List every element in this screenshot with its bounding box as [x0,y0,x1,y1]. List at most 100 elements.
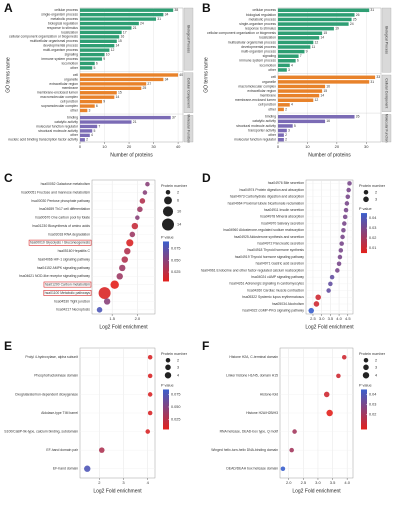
value-label: 6 [96,104,98,108]
panel-letter: A [4,1,13,15]
bubble [329,274,335,280]
bar [80,61,95,66]
bar [80,99,103,104]
bubble [347,181,352,186]
size-legend-label: 6 [177,198,179,202]
color-legend-title: P value [359,207,372,211]
bar [80,66,93,70]
bubble [98,287,111,300]
color-bar-label: 0.01 [369,246,376,250]
x-tick-label: 20 [127,144,132,149]
color-bar-label: 0.04 [369,216,376,220]
y-tick-label: hsa05160 Hepatitis C [58,249,91,253]
value-label: 3 [288,68,290,72]
x-tick-label: 2.0 [135,316,141,321]
bubble [116,273,123,280]
y-tick-label: hsa04960 Aldosterone-regulated sodium re… [223,228,304,232]
y-tick-label: supramolecular complex [41,104,78,108]
x-tick-label: 2.5 [301,480,307,485]
y-tick-label: hsa04911 Insulin secretion [264,208,304,212]
value-label: 15 [118,91,122,95]
group-strip [381,114,392,143]
x-tick-label: 20 [335,144,340,149]
x-tick-label: 4 [147,480,150,485]
value-label: 31 [157,17,161,21]
bubble [341,355,347,360]
bubble [308,307,314,314]
size-legend-marker [162,206,174,217]
value-label: 3 [288,128,290,132]
bubble [315,294,321,301]
group-label: Cellular Component [385,78,389,108]
value-label: 15 [323,89,327,93]
bar [80,57,103,61]
value-label: 14 [116,95,120,99]
bubble [99,447,105,453]
bar [80,52,105,57]
y-tick-label: hsa01230 Biosynthesis of amino acids [32,224,90,228]
y-tick-label: multi-organism process [241,49,276,53]
x-axis-title: Log2 Fold enrichment [93,488,142,494]
bubble [147,373,153,379]
bar [80,8,174,12]
panel-letter: B [202,1,211,15]
bubble [344,201,350,206]
bubble [147,355,153,360]
bubble [341,227,346,233]
size-legend-marker [164,372,172,379]
y-tick-label: Histone H2A/H2B/H3 [246,411,278,415]
panel-letter: C [4,171,13,185]
panel-letter: D [202,171,211,185]
value-label: 40 [179,73,183,77]
size-legend-marker [164,196,172,205]
y-tick-label: catalytic activity [54,120,78,124]
x-tick-label: 30 [364,144,369,149]
bubble [96,307,103,313]
y-tick-label: Phosphofructokinase domain [34,374,78,378]
size-legend-label: 2 [177,190,179,194]
x-tick-label: 2 [98,480,101,485]
value-label: 37 [172,115,176,119]
y-tick-label: molecular function regulator [234,138,277,142]
group-strip [381,74,392,112]
bar [80,120,132,124]
size-legend-label: 3 [375,197,377,201]
x-tick-label: 4.0 [344,480,350,485]
x-tick-label: 4.0 [336,316,342,321]
y-tick-label: cell junction [60,100,78,104]
x-tick-label: 10 [102,144,107,149]
y-tick-label: binding [67,115,78,119]
value-label: 7 [300,54,302,58]
bubble [342,221,347,226]
size-legend-label: 3 [375,365,377,369]
size-legend-label: 3 [177,365,179,369]
value-label: 19 [335,27,339,31]
x-tick-label: 10 [305,144,310,149]
bar [80,104,95,108]
bubble [147,410,153,416]
bubble [335,268,340,273]
value-label: 5 [93,66,95,70]
bar [278,89,323,93]
y-tick-label: hsa04971 Gastric acid secretion [256,262,305,266]
y-tick-label: catalytic activity [252,119,276,123]
x-tick-label: 3.5 [330,480,336,485]
bar [278,93,320,98]
value-label: 9 [103,57,105,61]
x-tick-label: 0 [277,144,280,149]
size-legend-label: 2 [375,190,377,194]
y-tick-label: biological regulation [48,21,78,25]
y-tick-label: localization [259,36,276,40]
y-tick-label: metabolic process [51,17,79,21]
y-tick-label: S100/CaBP-9k-type, calcium binding, subd… [4,429,78,433]
y-tick-label: cellular process [252,8,276,12]
y-tick-label: cellular process [54,8,78,12]
bar [80,26,132,30]
bar [80,95,115,99]
color-legend-title: P value [161,235,174,239]
y-tick-label: hsa04022 cGMP-PKG signaling pathway [243,309,305,313]
bar [278,49,305,54]
x-tick-label: 0 [79,144,82,149]
y-tick-label: Oxoglutarate/iron-dependent dioxygenase [15,392,78,396]
size-legend-label: 14 [177,222,181,226]
